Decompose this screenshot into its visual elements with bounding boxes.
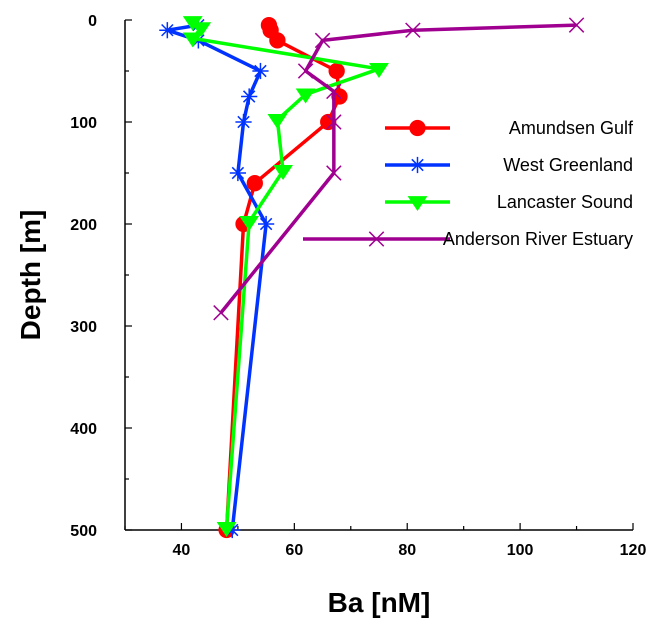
data-point-triangle [407,196,428,212]
data-point-triangle [239,216,260,231]
data-point-x [314,32,331,49]
data-point-asterisk [258,215,275,233]
series-line [219,23,577,314]
data-point-circle [320,113,337,131]
x-tick-label: 80 [398,542,416,559]
data-point-asterisk [159,22,176,39]
data-point-circle [246,175,263,192]
plot-frame-group [124,20,633,531]
data-point-triangle [273,165,293,180]
legend-item: Anderson River Estuary [303,229,633,249]
data-point-triangle [267,114,288,129]
data-point-x [326,165,342,181]
y-tick-label: 300 [70,319,97,336]
data-point-asterisk [252,62,269,80]
data-point-asterisk [235,113,252,131]
data-point-x [326,114,342,130]
y-tick-label: 500 [70,523,97,540]
series-lancaster-sound [182,16,389,537]
data-point-asterisk [241,88,258,105]
data-point-x [213,305,229,321]
series-amundsen-gulf [218,16,348,539]
data-point-triangle [369,63,389,78]
legend-label: Amundsen Gulf [509,118,634,138]
data-point-x [405,22,421,38]
y-tick-label: 200 [70,217,97,234]
legend-item: West Greenland [385,155,633,175]
legend-label: Anderson River Estuary [443,229,633,249]
legend-label: West Greenland [503,155,633,175]
data-point-triangle [216,522,237,537]
x-tick-label: 60 [285,542,303,559]
y-axis-title: Depth [m] [15,210,46,341]
data-point-x [297,63,314,79]
data-point-circle [269,32,286,49]
data-point-x [326,83,342,100]
legend-item: Amundsen Gulf [385,118,634,138]
y-tick-label: 400 [70,421,97,438]
data-point-asterisk [409,156,426,174]
y-tick-label: 0 [88,13,97,30]
legend: Amundsen Gulf West Greenland Lancaster Sou… [303,118,634,249]
y-tick-label: 100 [70,115,97,132]
y-ticks: 0 100 200 300 400 500 [70,13,132,540]
data-point-triangle [295,88,316,104]
data-point-x [368,231,385,247]
data-point-x [568,17,585,33]
series-anderson-river-estuary [213,17,585,321]
data-point-triangle [182,32,203,48]
x-ticks: 40 60 80 100 120 [124,523,647,559]
data-point-circle [409,119,426,137]
x-tick-label: 40 [173,542,191,559]
data-point-asterisk [229,164,246,182]
series-west-greenland [159,17,275,539]
series-layer [159,16,585,539]
data-point-triangle [191,22,212,38]
legend-item: Lancaster Sound [385,192,633,212]
data-point-circle [328,62,345,80]
x-tick-label: 100 [507,542,534,559]
x-axis-title: Ba [nM] [328,587,431,618]
x-tick-label: 120 [620,542,647,559]
legend-label: Lancaster Sound [497,192,633,212]
series-line [190,20,381,529]
